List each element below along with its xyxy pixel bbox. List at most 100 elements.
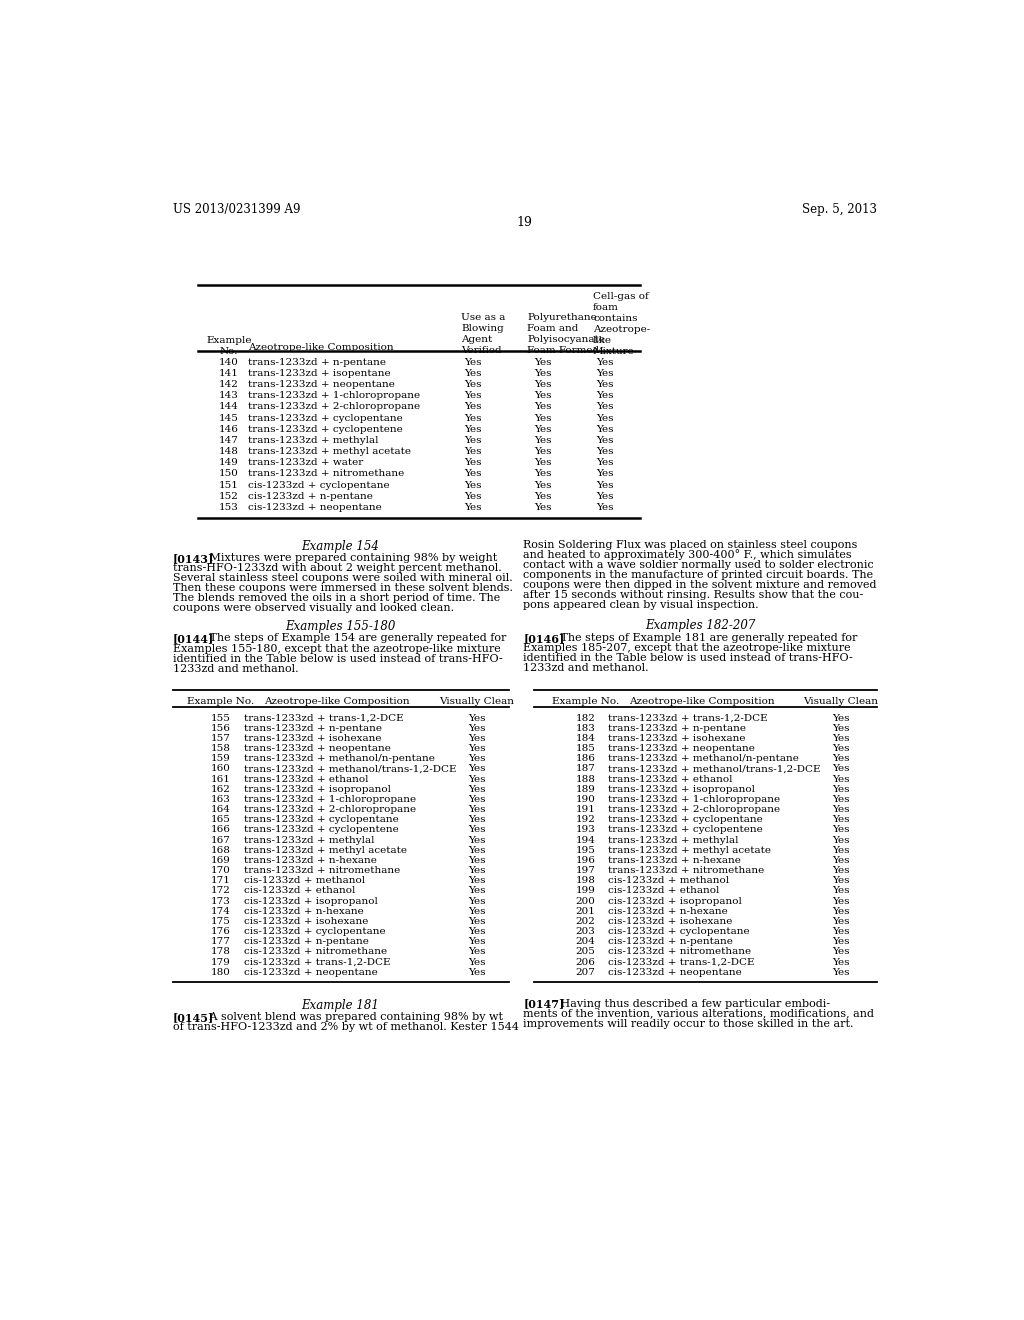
Text: Yes: Yes bbox=[464, 358, 481, 367]
Text: Yes: Yes bbox=[534, 436, 551, 445]
Text: Yes: Yes bbox=[468, 876, 485, 886]
Text: trans-1233zd + cyclopentene: trans-1233zd + cyclopentene bbox=[608, 825, 763, 834]
Text: trans-1233zd + isopropanol: trans-1233zd + isopropanol bbox=[245, 784, 391, 793]
Text: after 15 seconds without rinsing. Results show that the cou-: after 15 seconds without rinsing. Result… bbox=[523, 590, 863, 599]
Text: trans-1233zd + methylal: trans-1233zd + methylal bbox=[248, 436, 379, 445]
Text: trans-1233zd + 2-chloropropane: trans-1233zd + 2-chloropropane bbox=[248, 403, 420, 412]
Text: 194: 194 bbox=[575, 836, 595, 845]
Text: 192: 192 bbox=[575, 816, 595, 824]
Text: Examples 155-180, except that the azeotrope-like mixture: Examples 155-180, except that the azeotr… bbox=[173, 644, 501, 653]
Text: 165: 165 bbox=[211, 816, 231, 824]
Text: trans-1233zd + methanol/n-pentane: trans-1233zd + methanol/n-pentane bbox=[245, 754, 435, 763]
Text: 170: 170 bbox=[211, 866, 231, 875]
Text: trans-1233zd + cyclopentene: trans-1233zd + cyclopentene bbox=[248, 425, 402, 434]
Text: 183: 183 bbox=[575, 723, 595, 733]
Text: Yes: Yes bbox=[833, 855, 850, 865]
Text: Yes: Yes bbox=[468, 968, 485, 977]
Text: 204: 204 bbox=[575, 937, 595, 946]
Text: 179: 179 bbox=[211, 957, 231, 966]
Text: Azeotrope-like Composition: Azeotrope-like Composition bbox=[248, 343, 394, 352]
Text: US 2013/0231399 A9: US 2013/0231399 A9 bbox=[173, 203, 300, 216]
Text: Yes: Yes bbox=[833, 723, 850, 733]
Text: cis-1233zd + methanol: cis-1233zd + methanol bbox=[608, 876, 730, 886]
Text: trans-1233zd + methyl acetate: trans-1233zd + methyl acetate bbox=[245, 846, 408, 855]
Text: 168: 168 bbox=[211, 846, 231, 855]
Text: Then these coupons were immersed in these solvent blends.: Then these coupons were immersed in thes… bbox=[173, 583, 513, 594]
Text: trans-1233zd + ethanol: trans-1233zd + ethanol bbox=[245, 775, 369, 784]
Text: Yes: Yes bbox=[833, 968, 850, 977]
Text: 185: 185 bbox=[575, 744, 595, 754]
Text: 169: 169 bbox=[211, 855, 231, 865]
Text: cis-1233zd + n-pentane: cis-1233zd + n-pentane bbox=[248, 492, 373, 500]
Text: coupons were observed visually and looked clean.: coupons were observed visually and looke… bbox=[173, 603, 454, 614]
Text: Yes: Yes bbox=[596, 458, 613, 467]
Text: 156: 156 bbox=[211, 723, 231, 733]
Text: Yes: Yes bbox=[833, 876, 850, 886]
Text: Yes: Yes bbox=[468, 714, 485, 722]
Text: 141: 141 bbox=[219, 370, 239, 378]
Text: 152: 152 bbox=[219, 492, 239, 500]
Text: 205: 205 bbox=[575, 948, 595, 957]
Text: 1233zd and methanol.: 1233zd and methanol. bbox=[523, 663, 649, 673]
Text: 175: 175 bbox=[211, 917, 231, 925]
Text: Yes: Yes bbox=[833, 744, 850, 754]
Text: cis-1233zd + trans-1,2-DCE: cis-1233zd + trans-1,2-DCE bbox=[608, 957, 755, 966]
Text: trans-1233zd + neopentane: trans-1233zd + neopentane bbox=[608, 744, 756, 754]
Text: trans-1233zd + neopentane: trans-1233zd + neopentane bbox=[245, 744, 391, 754]
Text: Example 181: Example 181 bbox=[301, 999, 379, 1011]
Text: cis-1233zd + n-hexane: cis-1233zd + n-hexane bbox=[608, 907, 728, 916]
Text: 202: 202 bbox=[575, 917, 595, 925]
Text: Yes: Yes bbox=[534, 447, 551, 457]
Text: 178: 178 bbox=[211, 948, 231, 957]
Text: Visually Clean: Visually Clean bbox=[439, 697, 514, 706]
Text: Azeotrope-like Composition: Azeotrope-like Composition bbox=[629, 697, 774, 706]
Text: 197: 197 bbox=[575, 866, 595, 875]
Text: 172: 172 bbox=[211, 886, 231, 895]
Text: Yes: Yes bbox=[833, 896, 850, 906]
Text: [0147]: [0147] bbox=[523, 999, 564, 1010]
Text: 167: 167 bbox=[211, 836, 231, 845]
Text: trans-1233zd + isohexane: trans-1233zd + isohexane bbox=[245, 734, 382, 743]
Text: Yes: Yes bbox=[464, 403, 481, 412]
Text: trans-1233zd + neopentane: trans-1233zd + neopentane bbox=[248, 380, 395, 389]
Text: 145: 145 bbox=[219, 413, 239, 422]
Text: trans-1233zd + nitromethane: trans-1233zd + nitromethane bbox=[608, 866, 765, 875]
Text: 176: 176 bbox=[211, 927, 231, 936]
Text: 206: 206 bbox=[575, 957, 595, 966]
Text: cis-1233zd + cyclopentane: cis-1233zd + cyclopentane bbox=[245, 927, 386, 936]
Text: 180: 180 bbox=[211, 968, 231, 977]
Text: and heated to approximately 300-400° F., which simulates: and heated to approximately 300-400° F.,… bbox=[523, 549, 852, 561]
Text: Yes: Yes bbox=[464, 425, 481, 434]
Text: Yes: Yes bbox=[468, 744, 485, 754]
Text: cis-1233zd + n-pentane: cis-1233zd + n-pentane bbox=[608, 937, 733, 946]
Text: trans-HFO-1233zd with about 2 weight percent methanol.: trans-HFO-1233zd with about 2 weight per… bbox=[173, 564, 502, 573]
Text: 163: 163 bbox=[211, 795, 231, 804]
Text: Yes: Yes bbox=[596, 436, 613, 445]
Text: Yes: Yes bbox=[833, 886, 850, 895]
Text: 166: 166 bbox=[211, 825, 231, 834]
Text: coupons were then dipped in the solvent mixture and removed: coupons were then dipped in the solvent … bbox=[523, 579, 877, 590]
Text: Yes: Yes bbox=[468, 723, 485, 733]
Text: 143: 143 bbox=[219, 391, 239, 400]
Text: trans-1233zd + 1-chloropropane: trans-1233zd + 1-chloropropane bbox=[245, 795, 417, 804]
Text: pons appeared clean by visual inspection.: pons appeared clean by visual inspection… bbox=[523, 599, 759, 610]
Text: ments of the invention, various alterations, modifications, and: ments of the invention, various alterati… bbox=[523, 1008, 874, 1019]
Text: Yes: Yes bbox=[596, 403, 613, 412]
Text: 188: 188 bbox=[575, 775, 595, 784]
Text: cis-1233zd + neopentane: cis-1233zd + neopentane bbox=[248, 503, 382, 512]
Text: 198: 198 bbox=[575, 876, 595, 886]
Text: 207: 207 bbox=[575, 968, 595, 977]
Text: trans-1233zd + methylal: trans-1233zd + methylal bbox=[245, 836, 375, 845]
Text: improvements will readily occur to those skilled in the art.: improvements will readily occur to those… bbox=[523, 1019, 854, 1028]
Text: Yes: Yes bbox=[468, 775, 485, 784]
Text: cis-1233zd + isohexane: cis-1233zd + isohexane bbox=[245, 917, 369, 925]
Text: Yes: Yes bbox=[833, 825, 850, 834]
Text: [0144]: [0144] bbox=[173, 634, 214, 644]
Text: Yes: Yes bbox=[468, 948, 485, 957]
Text: 142: 142 bbox=[219, 380, 239, 389]
Text: trans-1233zd + cyclopentane: trans-1233zd + cyclopentane bbox=[248, 413, 402, 422]
Text: Visually Clean: Visually Clean bbox=[804, 697, 879, 706]
Text: cis-1233zd + ethanol: cis-1233zd + ethanol bbox=[608, 886, 720, 895]
Text: Yes: Yes bbox=[464, 480, 481, 490]
Text: 201: 201 bbox=[575, 907, 595, 916]
